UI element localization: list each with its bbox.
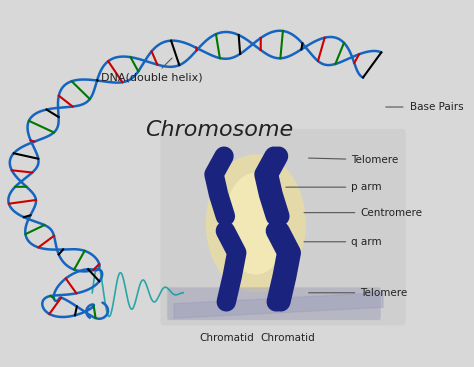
Text: Chromatid: Chromatid (260, 333, 315, 343)
Text: p arm: p arm (286, 182, 382, 192)
Text: Chromosome: Chromosome (146, 120, 293, 140)
FancyBboxPatch shape (160, 129, 406, 326)
Text: Telomere: Telomere (309, 155, 399, 165)
Ellipse shape (206, 155, 306, 293)
FancyBboxPatch shape (167, 287, 381, 320)
Text: Centromere: Centromere (304, 208, 422, 218)
Text: Chromatid: Chromatid (199, 333, 254, 343)
Text: DNA(double helix): DNA(double helix) (101, 58, 203, 83)
Text: q arm: q arm (304, 237, 382, 247)
Text: Base Pairs: Base Pairs (410, 102, 464, 112)
Polygon shape (174, 293, 383, 318)
Ellipse shape (224, 172, 288, 275)
Text: Telomere: Telomere (309, 288, 408, 298)
